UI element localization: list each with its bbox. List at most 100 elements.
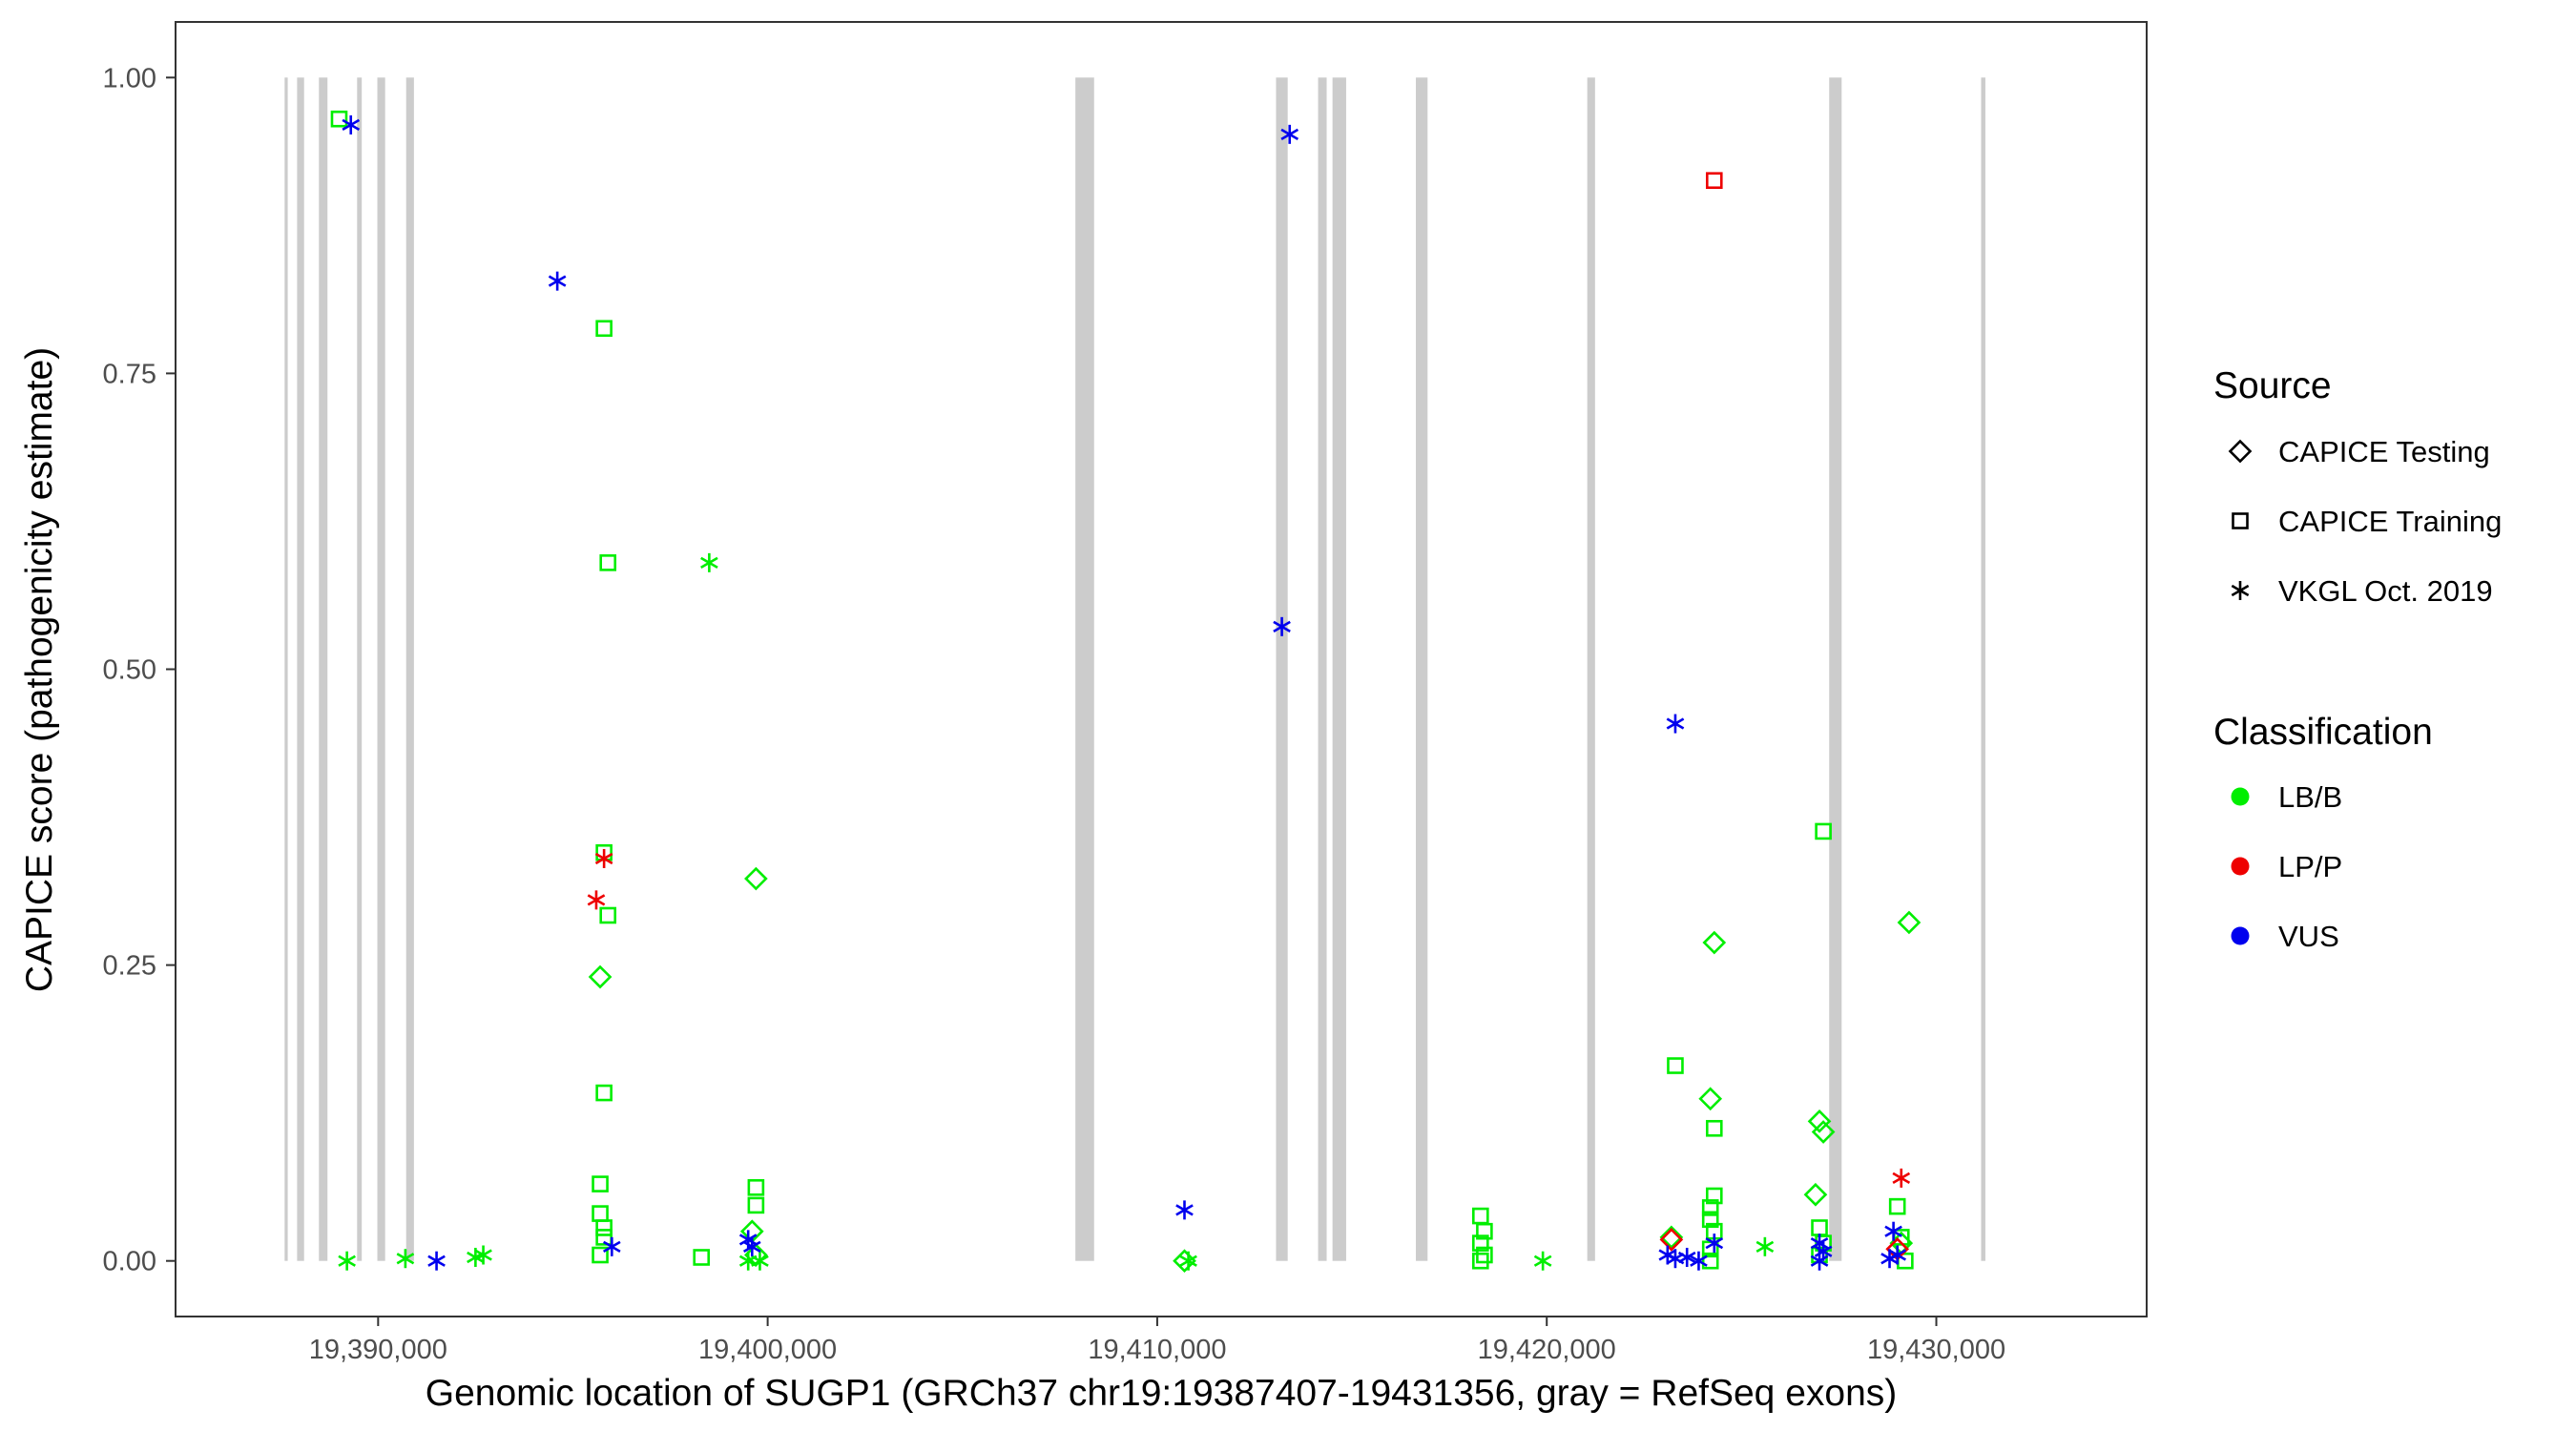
x-axis: 19,390,000 19,400,000 19,410,000 19,420,000… (309, 1317, 2005, 1365)
legend-key (2231, 581, 2250, 600)
data-point (747, 1178, 765, 1196)
legend-key (2231, 857, 2250, 876)
y-tick-label: 0.00 (103, 1247, 156, 1277)
legend-entry: CAPICE Training (2232, 505, 2502, 538)
legend-key (2231, 926, 2250, 945)
data-point (599, 554, 617, 571)
data-point (1690, 1251, 1708, 1271)
data-point (1803, 1182, 1828, 1207)
data-point (595, 1219, 613, 1236)
legend-label: CAPICE Training (2278, 505, 2502, 538)
data-point (602, 1236, 621, 1256)
data-point (700, 552, 718, 572)
data-point (751, 1251, 769, 1271)
data-point (1880, 1249, 1899, 1269)
y-tick-label: 0.25 (103, 951, 156, 982)
y-axis: 0.00 0.25 0.50 0.75 1.00 (103, 63, 176, 1277)
data-point (1888, 1197, 1906, 1215)
legend-label: LP/P (2278, 850, 2342, 883)
legend-label: VUS (2278, 920, 2339, 953)
data-point (592, 1246, 609, 1264)
legend-entry: VUS (2231, 920, 2339, 953)
data-point (1677, 1247, 1696, 1267)
data-point (592, 1205, 609, 1222)
legend-entry: LB/B (2231, 780, 2342, 814)
data-point (1666, 714, 1685, 734)
data-point (1811, 1120, 1836, 1144)
legend-source-entries: CAPICE Testing CAPICE Training VKGL Oct. 2… (2228, 435, 2502, 608)
data-point (744, 866, 768, 891)
data-point (742, 1236, 761, 1256)
exon-band (319, 77, 328, 1261)
data-point (587, 890, 606, 910)
x-tick-label: 19,400,000 (698, 1335, 837, 1365)
data-point (474, 1245, 492, 1265)
data-point (1533, 1251, 1552, 1271)
data-point (1815, 822, 1832, 840)
legend-label: VKGL Oct. 2019 (2278, 574, 2493, 608)
exon-band (1332, 77, 1346, 1261)
x-tick-label: 19,430,000 (1867, 1335, 2005, 1365)
data-point (1698, 1087, 1723, 1111)
exon-band (1318, 77, 1327, 1261)
data-point (595, 1084, 613, 1102)
data-point (693, 1249, 711, 1266)
data-point (1701, 1199, 1719, 1216)
data-point (1179, 1251, 1197, 1271)
data-point (1659, 1225, 1684, 1250)
exon-band (1587, 77, 1595, 1261)
data-points (330, 110, 1922, 1274)
data-point (396, 1249, 415, 1269)
data-point (1280, 124, 1299, 144)
data-point (1273, 616, 1291, 636)
data-point (1884, 1221, 1902, 1241)
legend-key (2232, 512, 2249, 529)
data-point (1472, 1252, 1489, 1270)
exon-bands (284, 77, 1985, 1261)
data-point (1705, 172, 1723, 190)
data-point (1705, 1187, 1723, 1205)
data-point (747, 1196, 765, 1214)
exon-band (1829, 77, 1842, 1261)
data-point (1476, 1222, 1493, 1240)
plot-panel-border (175, 21, 2148, 1317)
data-point (592, 1175, 609, 1192)
data-point (1755, 1236, 1775, 1256)
legend-key (2231, 787, 2250, 806)
legend-key (2228, 439, 2253, 464)
legend-entry: VKGL Oct. 2019 (2231, 574, 2493, 608)
legend-title-source: Source (2213, 365, 2332, 406)
legend-entry: LP/P (2231, 850, 2342, 883)
data-point (1897, 910, 1922, 935)
data-point (338, 1251, 356, 1271)
y-tick-label: 0.75 (103, 359, 156, 389)
data-point (1173, 1249, 1196, 1274)
data-point (548, 271, 567, 291)
data-point (1667, 1057, 1684, 1074)
data-point (594, 848, 613, 868)
data-point (738, 1251, 758, 1271)
legend-title-classification: Classification (2213, 712, 2433, 753)
exon-band (297, 77, 304, 1261)
data-point (588, 964, 613, 989)
data-point (1807, 1109, 1832, 1133)
exon-band (1981, 77, 1985, 1261)
legend-label: CAPICE Testing (2278, 435, 2490, 468)
exon-band (1276, 77, 1288, 1261)
exon-band (1075, 77, 1094, 1261)
x-axis-title: Genomic location of SUGP1 (GRCh37 chr19:… (426, 1373, 1898, 1414)
data-point (342, 114, 361, 135)
legend-label: LB/B (2278, 780, 2342, 814)
data-point (1472, 1234, 1489, 1252)
data-point (1705, 1234, 1724, 1254)
data-point (1472, 1207, 1489, 1225)
data-point (1659, 1228, 1684, 1252)
y-tick-label: 1.00 (103, 63, 156, 93)
data-point (1810, 1251, 1829, 1271)
exon-band (405, 77, 414, 1261)
data-point (1666, 1249, 1685, 1269)
x-tick-label: 19,420,000 (1478, 1335, 1616, 1365)
data-point (1701, 1211, 1719, 1229)
data-point (1175, 1200, 1194, 1220)
